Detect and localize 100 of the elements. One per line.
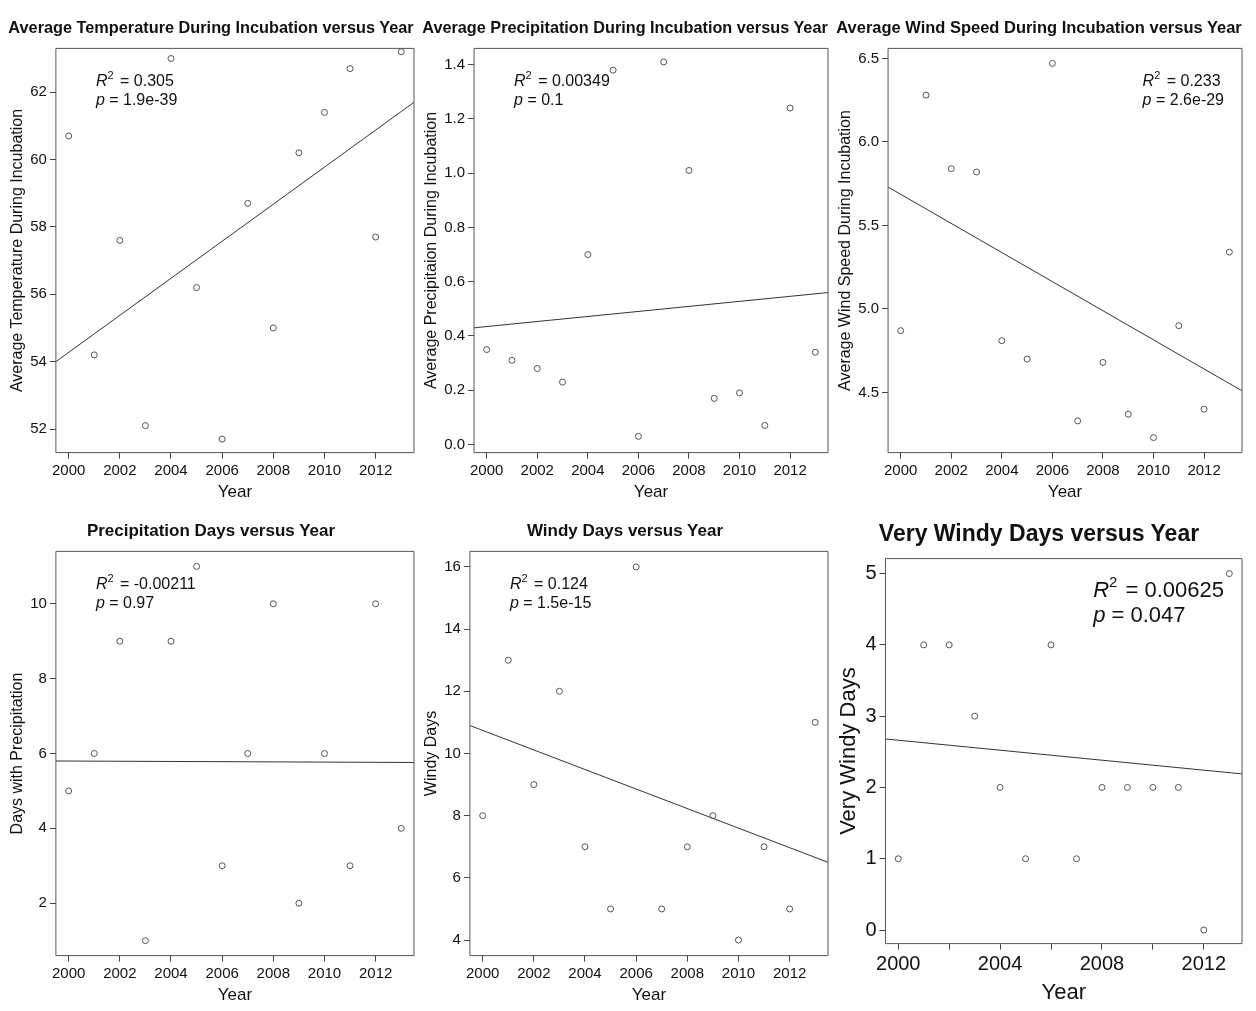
x-tick-label: 2010 [721, 963, 756, 981]
point [483, 346, 491, 354]
y-tick-label: 0 [865, 917, 877, 940]
point [658, 905, 666, 913]
x-tick-label: 2000 [884, 460, 918, 478]
point [581, 843, 589, 851]
x-tick-label: 2010 [722, 460, 757, 478]
x-tick-label: 2006 [205, 963, 239, 981]
x-axis-title: Year [1041, 978, 1086, 1004]
point [244, 199, 252, 207]
x-tick-label: 2000 [876, 952, 921, 975]
y-tick-label: 0.2 [444, 380, 466, 398]
point [116, 637, 124, 645]
y-tick-label: 0.4 [444, 326, 466, 344]
x-tick-label: 2004 [154, 963, 188, 981]
x-tick-label: 2010 [1136, 460, 1171, 478]
annotation: p = 1.5e-15 [508, 594, 592, 612]
point [1124, 410, 1132, 418]
y-axis-title: Days with Precipitation [8, 672, 26, 835]
y-tick-label: 62 [30, 82, 47, 100]
point [295, 899, 303, 907]
point [811, 718, 819, 726]
point [920, 641, 928, 649]
x-tick-label: 2008 [256, 460, 290, 478]
x-tick-label: 2012 [1181, 952, 1227, 975]
point [320, 108, 328, 116]
point [193, 562, 201, 570]
x-axis-title: Year [217, 482, 253, 502]
y-tick-label: 10 [30, 593, 47, 611]
point [971, 712, 979, 720]
x-tick-label: 2000 [465, 963, 500, 981]
point [167, 55, 175, 63]
y-tick-label: 6 [452, 868, 461, 886]
point [786, 905, 794, 913]
point [607, 905, 615, 913]
y-tick-label: 1 [865, 846, 877, 869]
chart-title: Average Wind Speed During Incubation versus Year [836, 17, 1243, 37]
point [295, 149, 303, 157]
x-tick-label: 2004 [571, 460, 605, 478]
x-tick-label: 2004 [977, 952, 1023, 975]
x-tick-label: 2000 [470, 460, 504, 478]
y-tick-label: 5.0 [858, 299, 880, 317]
annotation: p = 1.9e-39 [94, 91, 178, 109]
x-tick-label: 2002 [103, 460, 137, 478]
y-tick-label: 1.4 [444, 54, 466, 72]
y-tick-label: 4.5 [858, 382, 880, 400]
point [141, 937, 149, 945]
y-tick-label: 2 [38, 893, 47, 911]
point [1123, 783, 1131, 791]
point [761, 421, 769, 429]
x-tick-label: 2004 [985, 460, 1019, 478]
y-axis-title: Average Temperature During Incubation [8, 108, 26, 393]
y-tick-label: 58 [30, 217, 47, 235]
point [1200, 405, 1208, 413]
y-tick-label: 52 [30, 419, 47, 437]
chart-title: Windy Days versus Year [526, 520, 724, 540]
y-tick-label: 8 [452, 805, 461, 823]
x-tick-label: 2010 [307, 460, 342, 478]
point [533, 365, 541, 373]
point [244, 750, 252, 757]
point [218, 862, 226, 870]
chart-title: Average Temperature During Incubation versus Year [8, 17, 415, 37]
y-tick-label: 16 [444, 557, 461, 575]
point [116, 236, 124, 244]
point [141, 422, 149, 430]
y-tick-label: 6.0 [858, 132, 880, 150]
point [193, 284, 201, 292]
point [710, 394, 718, 402]
annotation: p = 0.97 [94, 594, 155, 612]
x-tick-label: 2008 [670, 963, 704, 981]
x-axis-title: Year [217, 985, 253, 1005]
point [922, 91, 930, 99]
y-tick-label: 14 [444, 619, 461, 637]
point [634, 432, 642, 440]
y-tick-label: 4 [865, 632, 877, 655]
x-tick-label: 2006 [619, 963, 653, 981]
chart-title: Average Precipitation During Incubation versus Year [422, 17, 829, 37]
point [530, 781, 538, 789]
x-tick-label: 2002 [103, 963, 137, 981]
y-tick-label: 0.0 [444, 434, 466, 452]
point [973, 168, 981, 176]
x-tick-label: 2004 [568, 963, 602, 981]
x-axis-title: Year [633, 482, 669, 502]
point [1023, 355, 1031, 363]
x-tick-label: 2012 [772, 963, 807, 981]
point [269, 324, 277, 332]
point [1022, 855, 1030, 863]
annotation: p = 2.6e-29 [1141, 91, 1225, 109]
y-axis-title: Average Wind Speed During Incubation [836, 110, 854, 391]
x-tick-label: 2004 [154, 460, 188, 478]
y-tick-label: 60 [30, 149, 47, 167]
x-tick-label: 2008 [1086, 460, 1120, 478]
point [372, 600, 380, 608]
point [1225, 570, 1233, 578]
y-axis-title: Very Windy Days [835, 667, 861, 835]
x-tick-label: 2002 [520, 460, 554, 478]
point [372, 233, 380, 241]
point [559, 378, 567, 386]
point [632, 563, 640, 571]
y-tick-label: 3 [865, 703, 877, 726]
